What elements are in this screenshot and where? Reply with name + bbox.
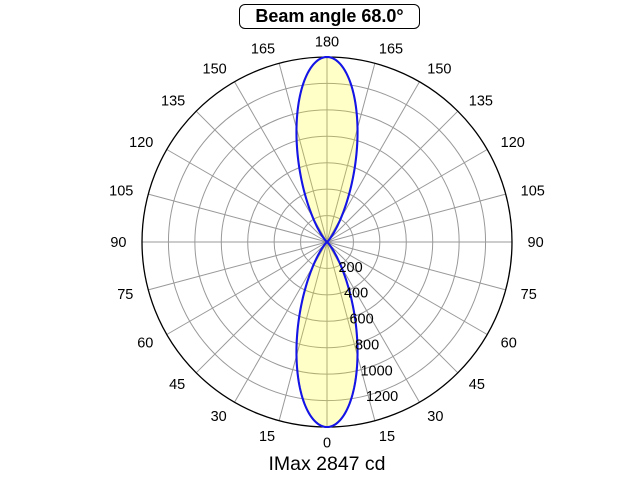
svg-text:120: 120 [501,135,525,151]
svg-text:30: 30 [427,409,443,425]
svg-text:105: 105 [521,183,545,199]
svg-text:180: 180 [315,35,339,51]
svg-text:45: 45 [469,377,485,393]
svg-text:90: 90 [110,235,126,251]
svg-text:60: 60 [501,335,517,351]
svg-text:75: 75 [521,287,537,303]
svg-text:45: 45 [169,377,185,393]
svg-text:105: 105 [109,183,133,199]
svg-text:1000: 1000 [360,363,392,379]
svg-text:15: 15 [259,429,275,445]
svg-text:200: 200 [338,260,362,276]
svg-text:75: 75 [117,287,133,303]
svg-text:1200: 1200 [366,389,398,405]
svg-text:150: 150 [203,62,227,78]
svg-text:15: 15 [379,429,395,445]
svg-text:60: 60 [137,335,153,351]
svg-text:165: 165 [379,42,403,58]
svg-text:0: 0 [323,436,331,452]
svg-text:90: 90 [528,235,544,251]
svg-text:135: 135 [469,93,493,109]
svg-text:165: 165 [251,42,275,58]
svg-text:600: 600 [349,312,373,328]
svg-text:150: 150 [427,62,451,78]
svg-text:30: 30 [211,409,227,425]
svg-text:120: 120 [129,135,153,151]
svg-text:135: 135 [161,93,185,109]
svg-text:800: 800 [355,337,379,353]
svg-text:400: 400 [344,286,368,302]
